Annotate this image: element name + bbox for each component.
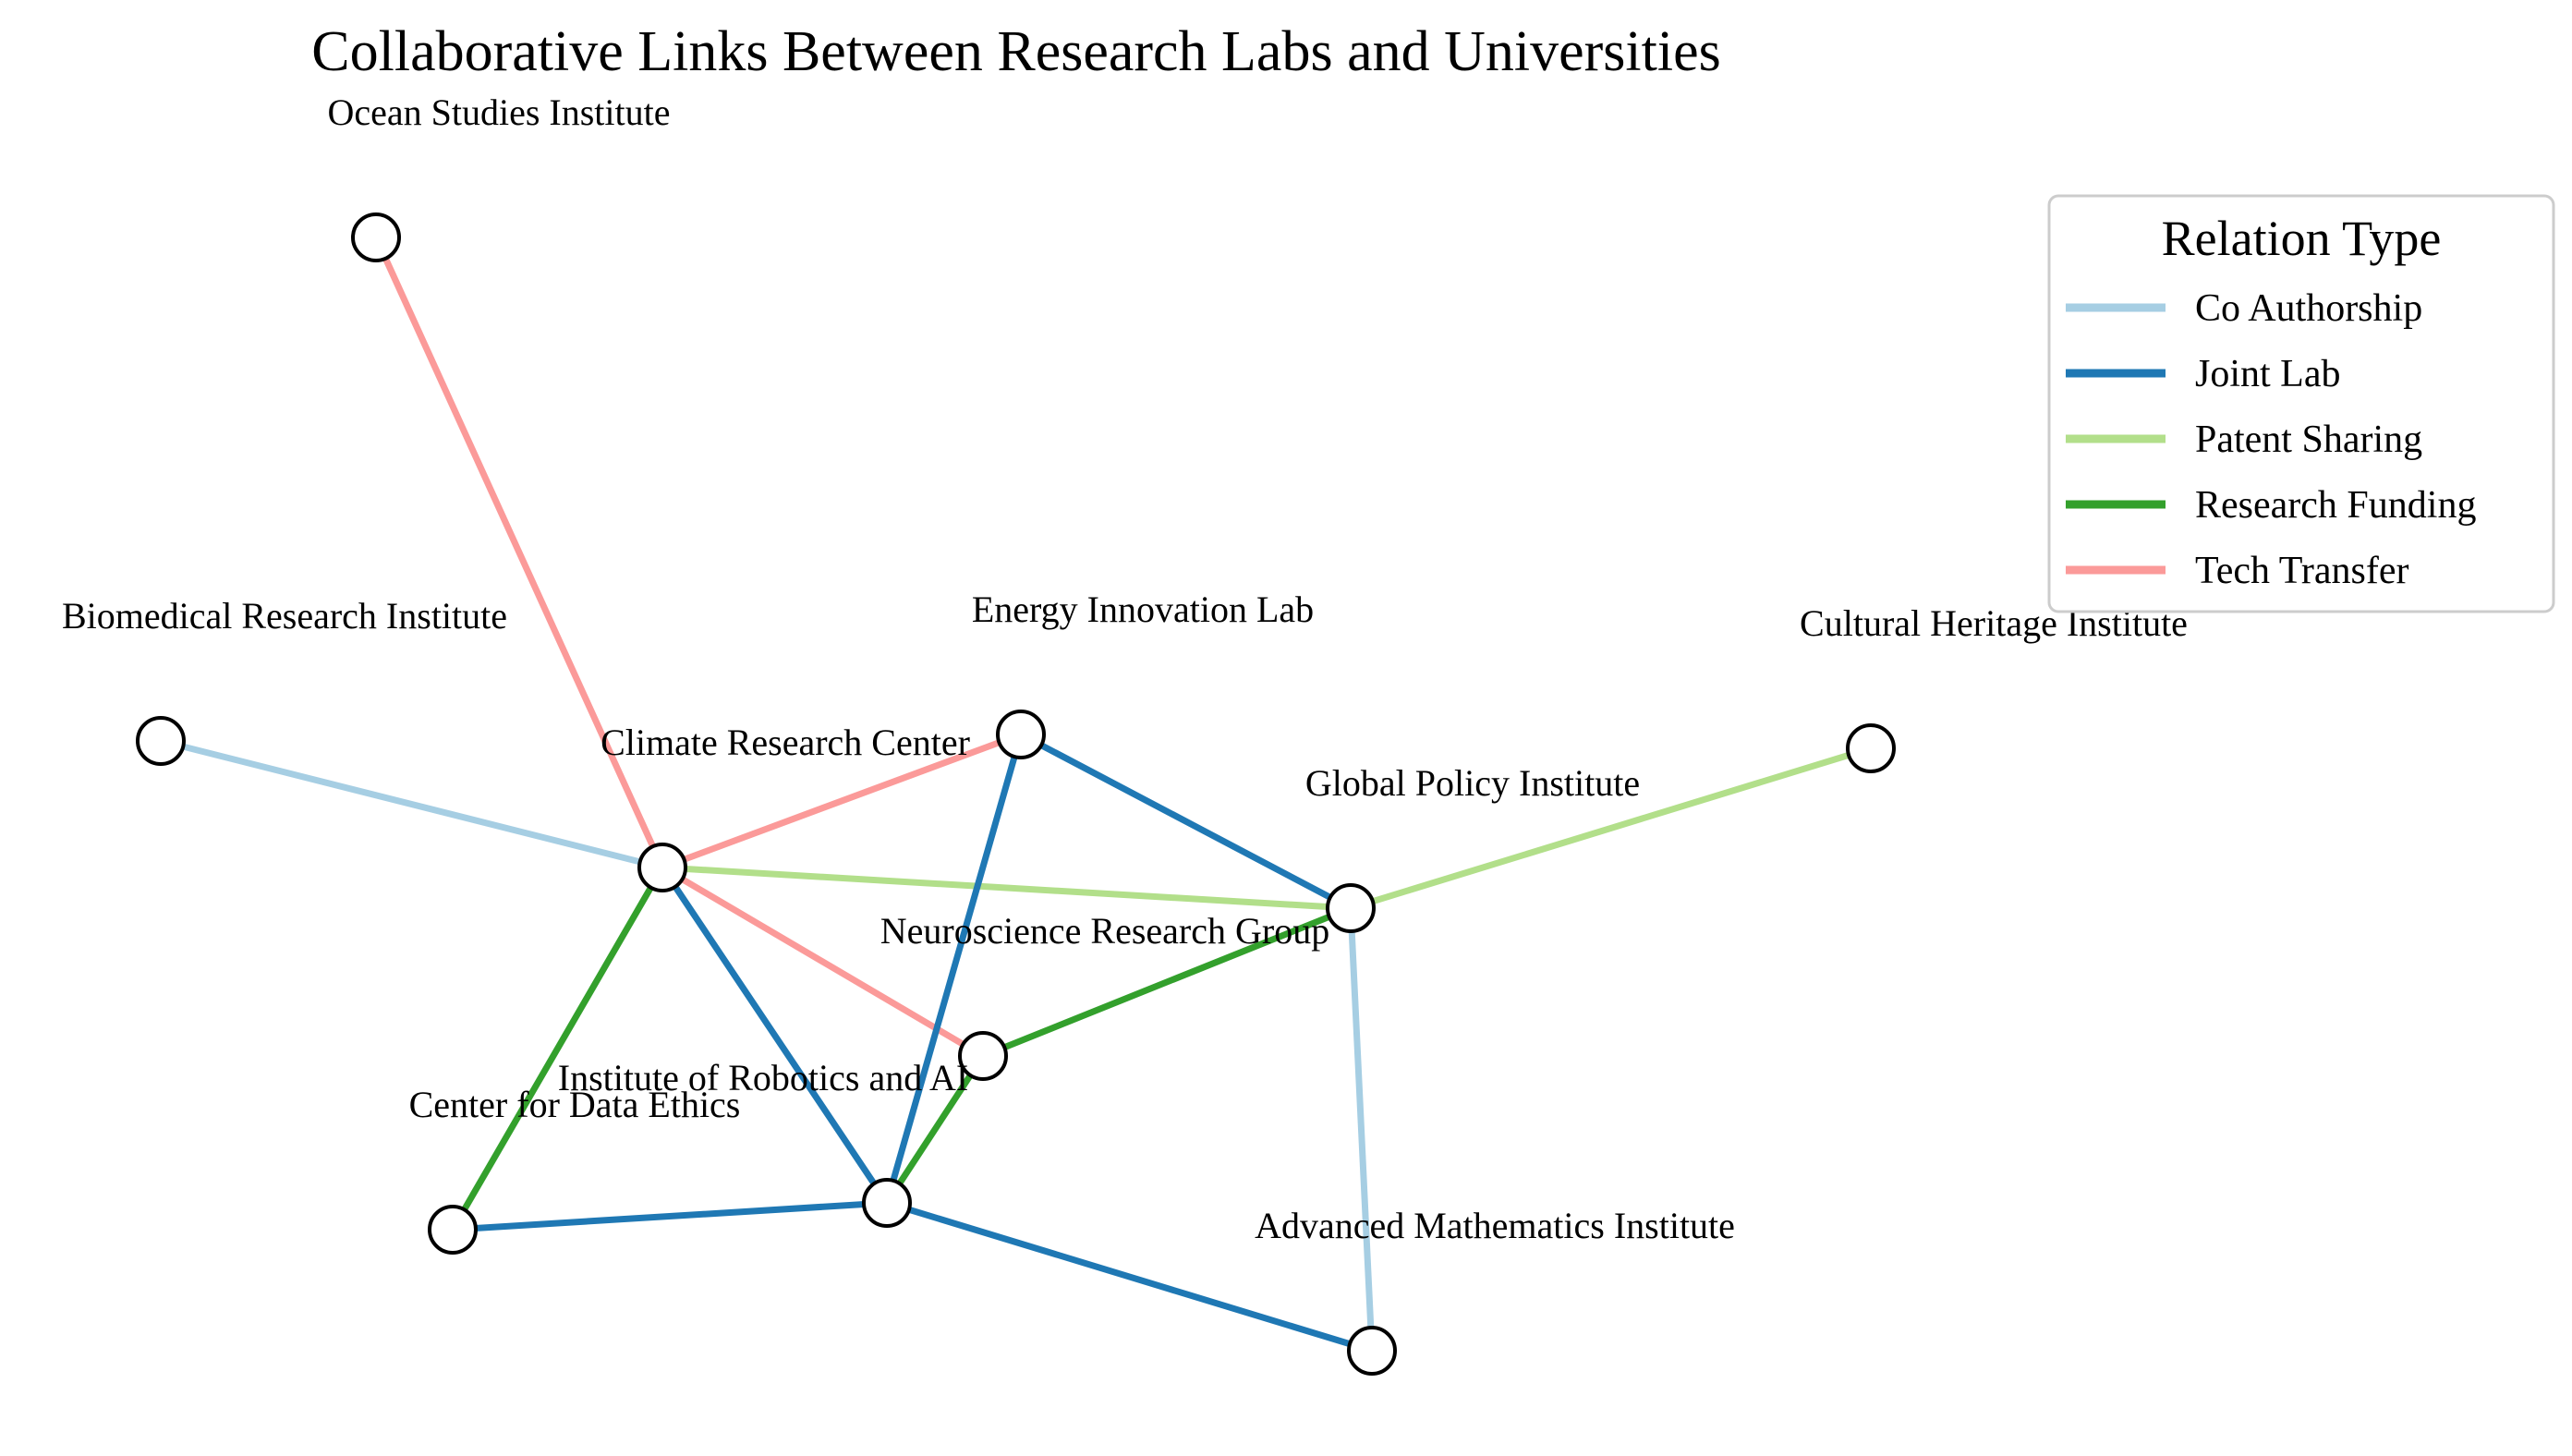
node-cultural: [1846, 723, 1896, 773]
legend-label-tech_transfer: Tech Transfer: [2195, 550, 2409, 592]
node-energy: [996, 710, 1046, 759]
legend: Relation Type Co Authorship Joint Lab Pate…: [2047, 194, 2555, 613]
legend-items: Co Authorship Joint Lab Patent Sharing Rese…: [2066, 287, 2476, 592]
edge-climate-ethics: [449, 866, 666, 1232]
node-robotics: [862, 1178, 912, 1228]
legend-frame: [2047, 194, 2555, 613]
node-climate: [637, 843, 687, 892]
edge-energy-policy: [1019, 731, 1353, 912]
node-policy: [1326, 883, 1376, 933]
legend-label-joint_lab: Joint Lab: [2195, 353, 2340, 395]
edge-policy-neuro: [981, 904, 1353, 1060]
edge-biomed-climate: [160, 737, 663, 871]
legend-item-tech_transfer: Tech Transfer: [2066, 550, 2409, 592]
edge-energy-robotics: [883, 734, 1025, 1204]
legend-item-co_authorship: Co Authorship: [2066, 287, 2422, 330]
node-label-ethics: Center for Data Ethics: [409, 1084, 741, 1125]
node-neuro: [958, 1031, 1008, 1081]
edge-climate-policy: [661, 864, 1352, 912]
node-label-math: Advanced Mathematics Institute: [1255, 1205, 1735, 1246]
nodes-layer: [136, 212, 1896, 1376]
node-biomed: [136, 716, 186, 766]
node-ocean: [351, 212, 401, 262]
diagram-title: Collaborative Links Between Research Lab…: [311, 20, 1720, 83]
node-label-biomed: Biomedical Research Institute: [62, 595, 507, 637]
edge-climate-neuro: [661, 864, 985, 1060]
node-labels-layer: Ocean Studies Institute Biomedical Resear…: [62, 91, 2188, 1246]
legend-item-research_funding: Research Funding: [2066, 484, 2476, 527]
node-label-energy: Energy Innovation Lab: [972, 588, 1314, 630]
node-label-ocean: Ocean Studies Institute: [327, 91, 670, 133]
edge-climate-energy: [661, 731, 1023, 871]
edges-layer: [160, 236, 1873, 1354]
node-label-climate: Climate Research Center: [601, 722, 970, 763]
legend-item-patent_sharing: Patent Sharing: [2066, 419, 2422, 461]
edge-climate-robotics: [660, 866, 890, 1205]
edge-policy-cultural: [1349, 745, 1873, 912]
legend-item-joint_lab: Joint Lab: [2066, 353, 2340, 395]
edge-ocean-climate: [372, 236, 666, 869]
node-math: [1347, 1326, 1397, 1376]
node-label-policy: Global Policy Institute: [1305, 762, 1640, 804]
legend-title: Relation Type: [2162, 211, 2442, 266]
node-label-neuro: Neuroscience Research Group: [880, 910, 1329, 952]
edge-robotics-math: [885, 1199, 1374, 1354]
edge-policy-math: [1347, 907, 1376, 1352]
edge-neuro-robotics: [884, 1054, 986, 1205]
edge-robotics-ethics: [452, 1199, 888, 1233]
legend-label-patent_sharing: Patent Sharing: [2195, 419, 2422, 461]
legend-label-co_authorship: Co Authorship: [2195, 287, 2422, 330]
legend-label-research_funding: Research Funding: [2195, 484, 2476, 527]
node-ethics: [428, 1205, 478, 1255]
node-label-robotics: Institute of Robotics and AI: [558, 1057, 968, 1098]
